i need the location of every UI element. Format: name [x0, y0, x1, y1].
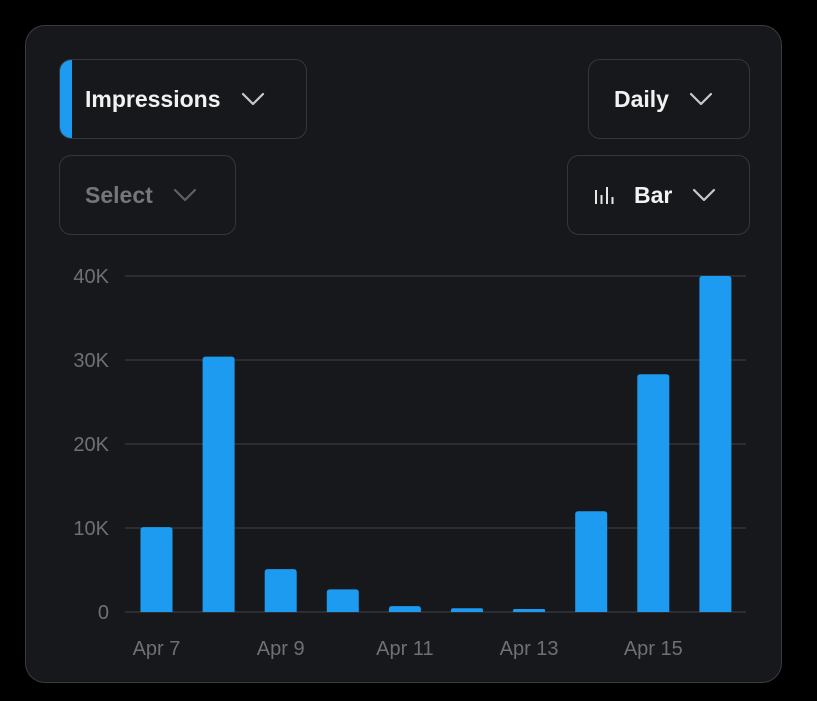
bar-apr-15[interactable]: Apr 15: 28300 [637, 374, 670, 612]
bar-apr-16[interactable]: Apr 16: 40000 [699, 276, 732, 612]
bar-apr-10[interactable]: Apr 10: 2700 [326, 589, 359, 612]
bar-apr-12[interactable]: Apr 12: 450 [451, 608, 483, 612]
compare-metric-dropdown[interactable]: Select [59, 155, 236, 235]
chart-type-dropdown-label: Bar [634, 181, 673, 208]
bar-apr-9[interactable]: Apr 9: 5100 [264, 569, 297, 612]
period-dropdown[interactable]: Daily [588, 59, 750, 139]
chevron-down-icon [241, 92, 264, 106]
bar-apr-11[interactable]: Apr 11: 700 [388, 606, 421, 612]
chart-type-dropdown[interactable]: Bar [567, 155, 750, 235]
metric-dropdown[interactable]: Impressions [59, 59, 307, 139]
bar-apr-7[interactable]: Apr 7: 10100 [140, 527, 173, 612]
bar-apr-13[interactable]: Apr 13: 250 [513, 609, 546, 612]
chevron-down-icon [689, 92, 713, 106]
bar-series: Apr 7: 10100 Apr 8: 30400 Apr 9: 5100 Apr 1… [140, 276, 732, 612]
bar-chart-icon [595, 187, 614, 204]
metric-dropdown-label: Impressions [85, 85, 221, 112]
period-dropdown-label: Daily [614, 85, 669, 112]
chevron-down-icon [693, 188, 716, 202]
bar-apr-14[interactable]: Apr 14: 12000 [575, 511, 608, 612]
chevron-down-icon [173, 188, 196, 202]
metric-color-indicator [60, 60, 72, 138]
bar-apr-8[interactable]: Apr 8: 30400 [202, 356, 235, 612]
compare-dropdown-label: Select [85, 181, 153, 208]
